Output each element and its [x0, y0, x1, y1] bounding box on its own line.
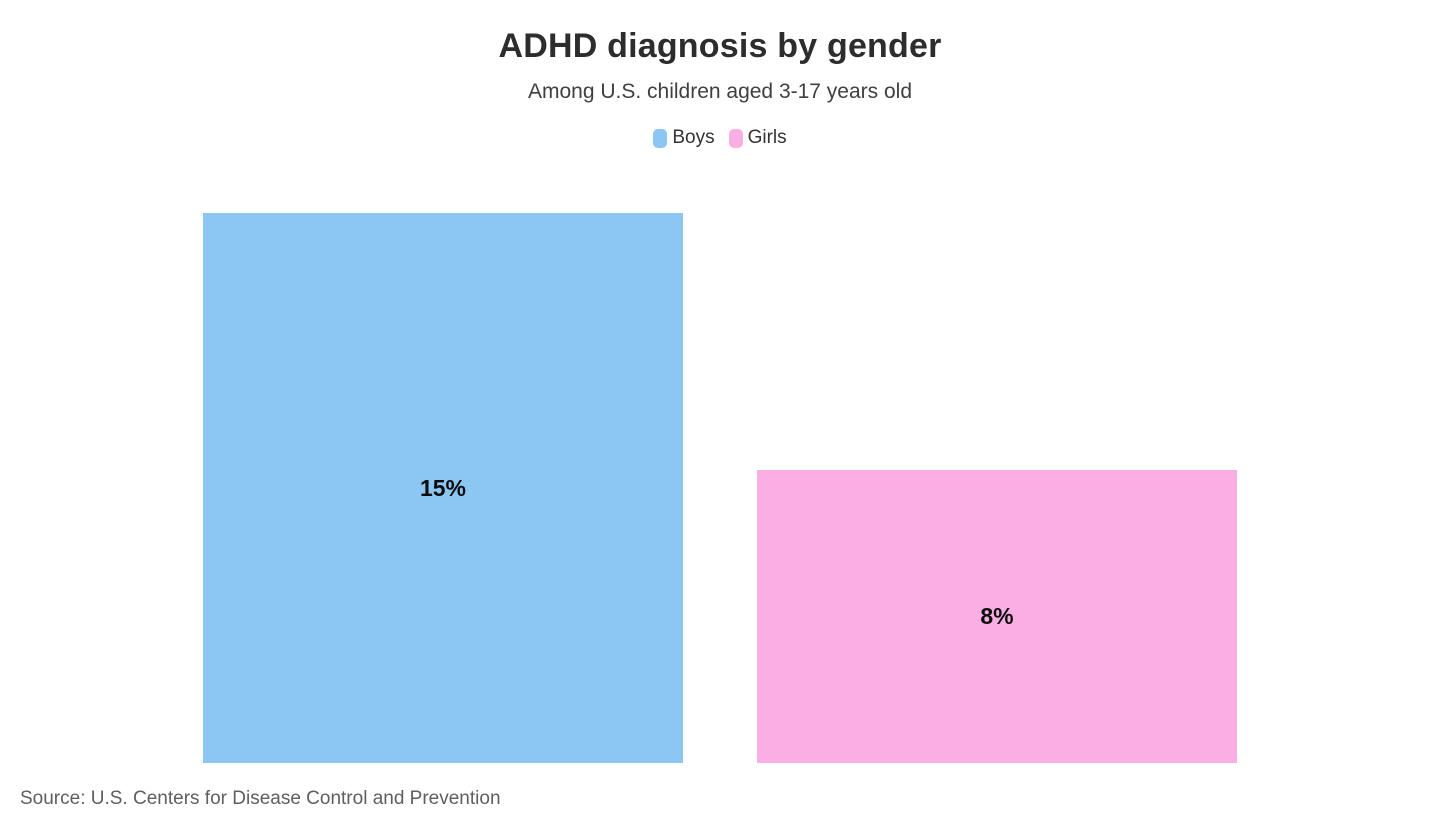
bar-value-label: 8%	[980, 603, 1014, 629]
legend-swatch-boys-icon	[653, 128, 668, 148]
bar-plot-area: 15% 8%	[203, 213, 1237, 763]
legend-item-girls: Girls	[728, 127, 787, 149]
bar-boys[interactable]: 15%	[203, 213, 683, 763]
source-note: Source: U.S. Centers for Disease Control…	[20, 788, 501, 809]
bar-girls[interactable]: 8%	[757, 470, 1237, 763]
legend: Boys Girls	[0, 127, 1440, 149]
legend-swatch-girls-icon	[728, 128, 743, 148]
legend-label: Girls	[747, 127, 787, 148]
chart-title: ADHD diagnosis by gender	[498, 27, 942, 65]
chart-subtitle: Among U.S. children aged 3-17 years old	[527, 80, 913, 103]
legend-label: Boys	[672, 127, 715, 148]
legend-item-boys: Boys	[653, 127, 715, 149]
bar-value-label: 15%	[419, 474, 467, 501]
